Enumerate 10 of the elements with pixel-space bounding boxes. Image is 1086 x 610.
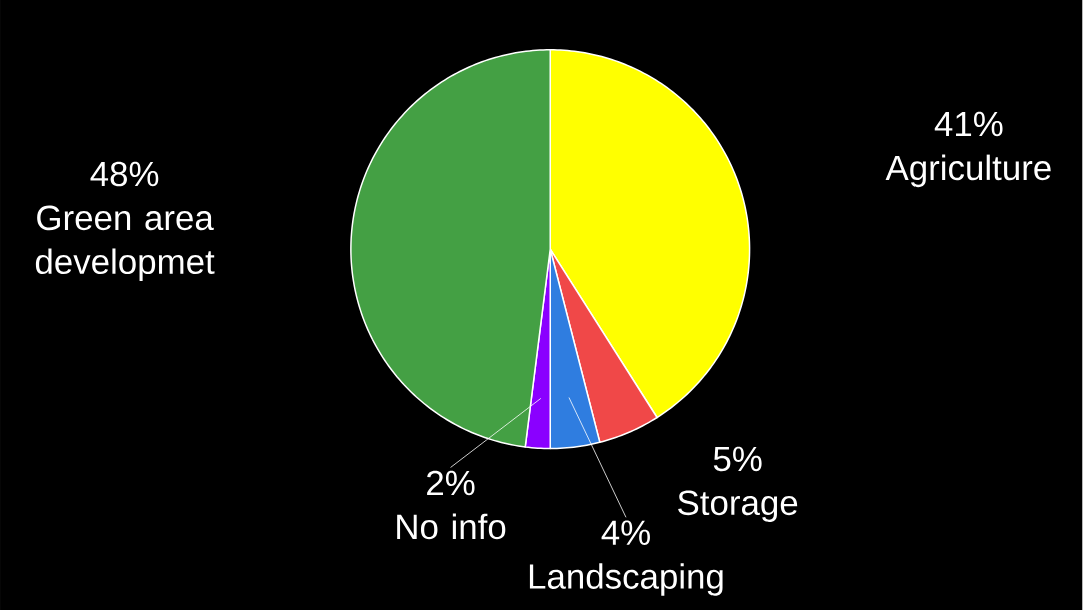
data-label: 41%	[934, 111, 1003, 137]
slice-label: Landscaping	[529, 563, 723, 596]
data-label: 2%	[427, 470, 475, 496]
slice-label: Green area developmet	[35, 205, 215, 281]
slice-label: Agriculture	[885, 154, 1051, 188]
data-label: 5%	[713, 446, 762, 472]
slice-label: No info	[397, 513, 506, 540]
data-label: 4%	[601, 520, 650, 545]
data-label: 48%	[90, 161, 159, 187]
slice-label: Storage	[678, 490, 798, 523]
